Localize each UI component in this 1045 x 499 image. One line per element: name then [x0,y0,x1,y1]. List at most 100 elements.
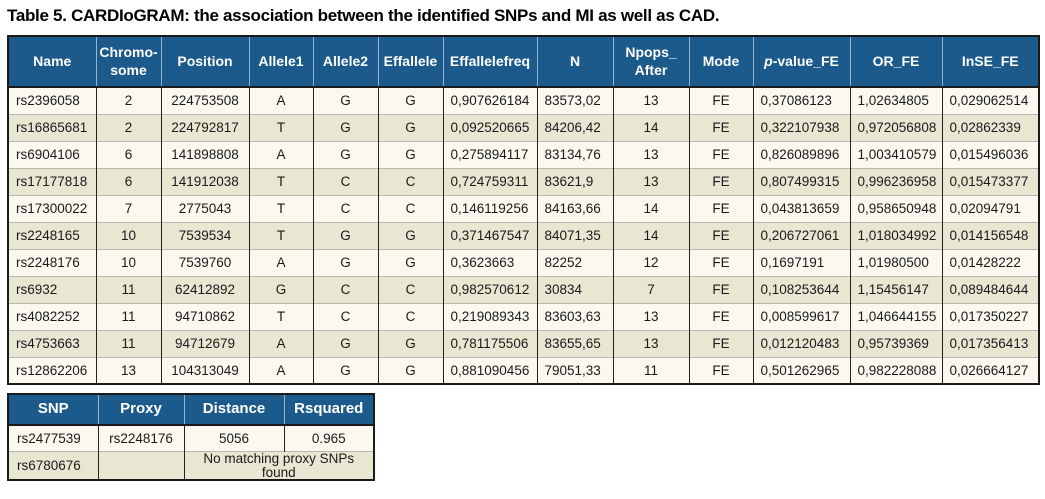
table-cell: C [377,194,443,222]
table-cell: rs2248176 [97,424,184,452]
table-cell: G [377,140,443,168]
table-cell: FE [688,194,753,222]
table-cell: 0,724759311 [442,167,537,195]
table-cell: FE [688,329,753,357]
column-header-snp: SNP [8,394,98,426]
table-cell: 141912038 [160,167,249,195]
table-cell: 0,206727061 [752,221,850,249]
table-cell: 0,146119256 [442,194,537,222]
column-header-inse-fe: InSE_FE [941,36,1039,88]
table-cell: rs6932 [8,275,96,303]
column-header-name: Name [8,36,96,88]
table-cell: FE [688,248,753,276]
table-cell: 0,982570612 [442,275,537,303]
table-cell: 10 [95,221,161,249]
table-cell: rs17177818 [8,167,96,195]
table-cell: 0,3623663 [442,248,537,276]
table-row: rs2248165 10 7539534 T G G 0,371467547 84071,35… [8,221,1039,249]
table-cell: T [248,113,313,141]
table-cell: 0,017356413 [941,329,1039,357]
table-cell: 13 [612,329,689,357]
table-cell: rs2248165 [8,221,96,249]
proxy-table: SNP Proxy Distance Rsquared rs2477539 rs2248… [7,393,375,482]
table-cell: G [312,356,378,384]
table-cell: 79051,33 [536,356,613,384]
table-cell: 0,996236958 [849,167,942,195]
proxy-table-header: SNP Proxy Distance Rsquared [8,394,374,426]
table-row: rs17177818 6 141912038 T C C 0,724759311 83621,… [8,167,1039,195]
table-cell: 14 [612,194,689,222]
table-cell: rs4753663 [8,329,96,357]
table-cell: G [312,221,378,249]
table-cell: 0,02862339 [941,113,1039,141]
table-cell: 0,982228088 [849,356,942,384]
table-cell: T [248,221,313,249]
table-cell: 0,907626184 [442,87,537,114]
proxy-table-body: rs2477539 rs2248176 5056 0.965 rs6780676 No m… [8,424,374,481]
table-cell: FE [688,356,753,384]
table-cell: 11 [95,329,161,357]
table-cell: 104313049 [160,356,249,384]
table-cell: 1,15456147 [849,275,942,303]
column-header-allele2: Allele2 [312,36,378,88]
table-cell: 82252 [536,248,613,276]
table-cell: G [377,113,443,141]
table-cell: FE [688,113,753,141]
table-row: rs2477539 rs2248176 5056 0.965 [8,424,374,452]
table-cell: 5056 [183,424,284,452]
table-cell: 2775043 [160,194,249,222]
table-cell: A [248,87,313,114]
table-cell: 0,275894117 [442,140,537,168]
table-cell: G [377,248,443,276]
table-cell: 1,046644155 [849,302,942,330]
table-cell: G [248,275,313,303]
table-cell: 14 [612,221,689,249]
table-cell: 30834 [536,275,613,303]
table-cell: C [312,302,378,330]
table-cell: 84206,42 [536,113,613,141]
table-cell: 0,371467547 [442,221,537,249]
table-cell: 11 [95,275,161,303]
page: Table 5. CARDIoGRAM: the association bet… [7,6,1040,482]
table-cell: A [248,329,313,357]
table-cell: 0,826089896 [752,140,850,168]
table-cell: A [248,248,313,276]
column-header-mode: Mode [688,36,753,88]
table-cell: G [377,221,443,249]
column-header-or-fe: OR_FE [849,36,942,88]
column-header-effallele: Effallele [377,36,443,88]
table-cell: 0,008599617 [752,302,850,330]
table-cell: FE [688,302,753,330]
cardiogram-header-row: Name Chromo- some Position Allele1 Allele2 Ef… [8,36,1039,88]
table-cell: 0,012120483 [752,329,850,357]
table-cell: 224792817 [160,113,249,141]
table-cell: 6 [95,167,161,195]
table-cell: 0,37086123 [752,87,850,114]
table-cell: 13 [612,140,689,168]
table-cell: 94710862 [160,302,249,330]
table-cell: 11 [95,302,161,330]
table-cell: A [248,356,313,384]
table-cell: 0,02094791 [941,194,1039,222]
table-cell: 7539760 [160,248,249,276]
table-cell: 84071,35 [536,221,613,249]
table-cell: 0,807499315 [752,167,850,195]
table-cell: rs4082252 [8,302,96,330]
table-cell: 0,015496036 [941,140,1039,168]
table-cell: FE [688,221,753,249]
column-header-p-value-fe: p-value_FE [752,36,850,88]
proxy-header-row: SNP Proxy Distance Rsquared [8,394,374,426]
table-cell: 0,029062514 [941,87,1039,114]
table-cell: 1,003410579 [849,140,942,168]
table-cell: C [312,275,378,303]
table-cell: A [248,140,313,168]
table-row: rs4753663 11 94712679 A G G 0,781175506 83655,6… [8,329,1039,357]
table-cell: 6 [95,140,161,168]
table-cell: FE [688,87,753,114]
table-row: rs6904106 6 141898808 A G G 0,275894117 83134,7… [8,140,1039,168]
table-cell: 141898808 [160,140,249,168]
table-row: rs17300022 7 2775043 T C C 0,146119256 84163,66… [8,194,1039,222]
table-cell: 0,972056808 [849,113,942,141]
table-cell: G [312,140,378,168]
column-header-npops-after: Npops_ After [612,36,689,88]
